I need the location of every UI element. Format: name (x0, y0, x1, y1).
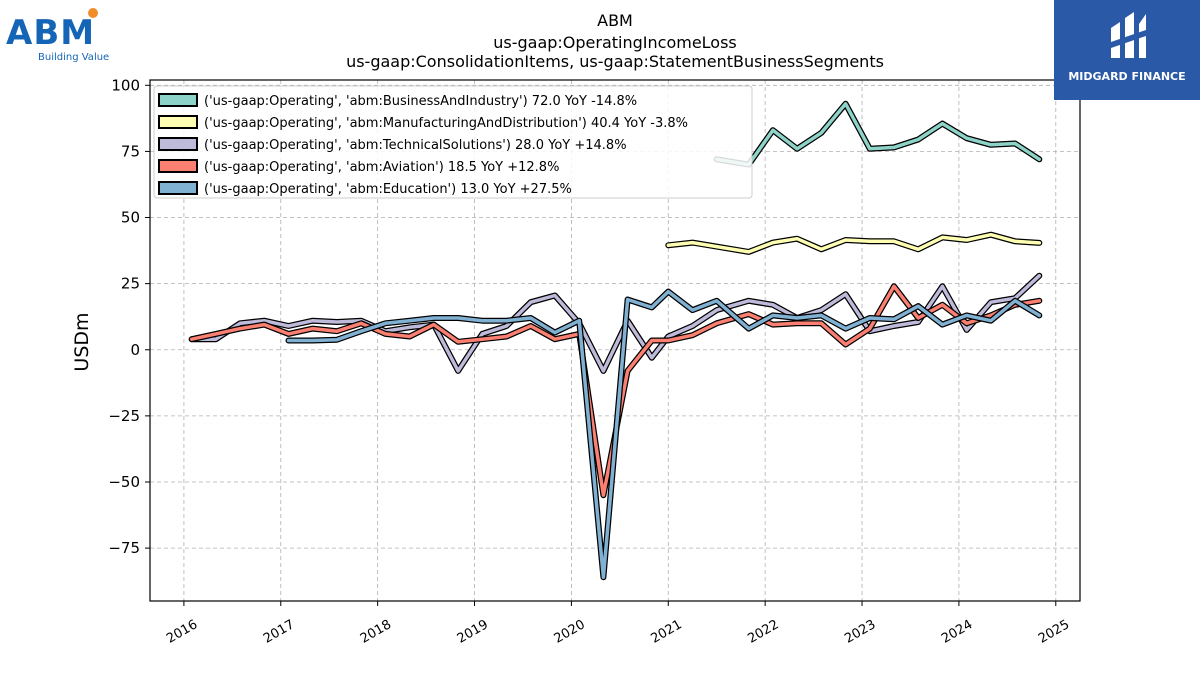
legend-item: ('us-gaap:Operating', 'abm:Manufacturing… (158, 115, 688, 131)
y-axis-ticks: −75 −50 −25 0 25 50 75 100 (108, 76, 150, 557)
series-3 (188, 272, 1043, 374)
series-lines (188, 100, 1043, 581)
legend-label: ('us-gaap:Operating', 'abm:Manufacturing… (204, 116, 688, 131)
legend-item: ('us-gaap:Operating', 'abm:Aviation') 18… (158, 159, 559, 175)
x-axis-ticks: 2016 2017 2018 2019 2020 2021 2022 2023 2024 2025 (164, 601, 1072, 647)
y-tick-label: 100 (111, 76, 140, 94)
legend-item: ('us-gaap:Operating', 'abm:BusinessAndIn… (158, 93, 637, 109)
series-line-outline (713, 100, 1043, 168)
legend-item: ('us-gaap:Operating', 'abm:TechnicalSolu… (158, 137, 627, 153)
x-tick-label: 2017 (261, 617, 297, 647)
abm-logo-tagline: Building Value (38, 52, 110, 63)
series-line (189, 273, 1042, 373)
legend-swatch (158, 181, 198, 195)
legend-label: ('us-gaap:Operating', 'abm:Aviation') 18… (204, 160, 559, 175)
abm-logo: ABM Building Value (6, 8, 116, 68)
y-tick-label: 0 (130, 341, 140, 359)
y-tick-label: 75 (121, 142, 140, 160)
legend-label: ('us-gaap:Operating', 'abm:Education') 1… (204, 182, 572, 197)
x-tick-label: 2024 (939, 617, 975, 647)
midgard-logo-text: MIDGARD FINANCE (1068, 70, 1186, 83)
series-5 (285, 288, 1043, 581)
abm-logo-dot (88, 8, 98, 18)
x-tick-label: 2025 (1036, 617, 1072, 647)
legend-swatch (158, 137, 198, 151)
chart-title-line-2: us-gaap:OperatingIncomeLoss (493, 33, 737, 52)
series-2 (665, 231, 1043, 255)
y-axis-label: USDm (71, 312, 93, 371)
series-line (666, 232, 1042, 254)
x-tick-label: 2019 (455, 617, 491, 647)
y-tick-label: −50 (108, 473, 140, 491)
y-tick-label: −75 (108, 539, 140, 557)
abm-logo-text: ABM (6, 13, 96, 53)
legend-box (153, 85, 753, 199)
x-tick-label: 2022 (745, 617, 781, 647)
legend-item: ('us-gaap:Operating', 'abm:Education') 1… (158, 181, 572, 197)
midgard-finance-logo: MIDGARD FINANCE (1054, 0, 1200, 100)
y-tick-label: 50 (121, 209, 140, 227)
y-tick-label: −25 (108, 407, 140, 425)
midgard-emblem-icon (1111, 12, 1146, 58)
x-tick-label: 2020 (552, 617, 588, 647)
chart-title-line-3: us-gaap:ConsolidationItems, us-gaap:Stat… (346, 52, 884, 71)
chart-title: ABM us-gaap:OperatingIncomeLoss us-gaap:… (346, 11, 884, 71)
plot-area-frame (149, 79, 1081, 602)
series-line (714, 102, 1042, 167)
series-line (286, 289, 1042, 579)
legend-swatch (158, 93, 198, 107)
x-tick-label: 2018 (358, 617, 394, 647)
series-1 (713, 100, 1043, 168)
chart-title-line-1: ABM (597, 11, 633, 30)
x-tick-label: 2021 (648, 617, 684, 647)
x-tick-label: 2023 (842, 617, 878, 647)
legend: ('us-gaap:Operating', 'abm:BusinessAndIn… (153, 85, 753, 199)
legend-label: ('us-gaap:Operating', 'abm:BusinessAndIn… (204, 94, 637, 109)
y-tick-label: 25 (121, 275, 140, 293)
legend-label: ('us-gaap:Operating', 'abm:TechnicalSolu… (204, 138, 627, 153)
legend-swatch (158, 115, 198, 129)
legend-swatch (158, 159, 198, 173)
x-tick-label: 2016 (164, 617, 200, 647)
